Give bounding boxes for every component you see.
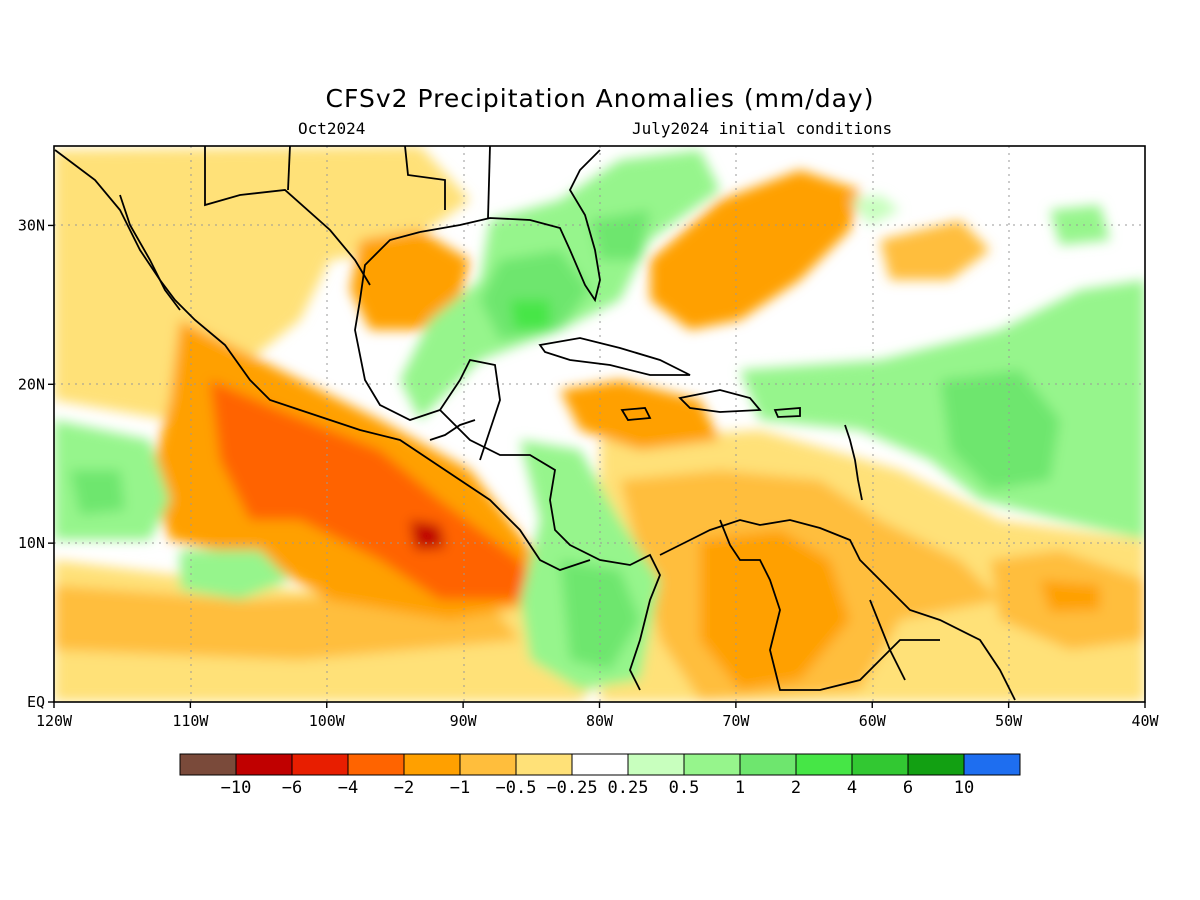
anomaly-area (350, 230, 470, 330)
colorbar-swatch (571, 753, 629, 776)
axis-ticks: 120W 110W 100W 90W 80W 70W 60W 50W 40W EQ 10N 20N 30… (18, 216, 1160, 730)
colorbar-label: 10 (954, 778, 974, 798)
anomaly-area (940, 370, 1060, 490)
colorbar-swatch (907, 753, 965, 776)
x-tick-label: 70W (722, 712, 750, 730)
colorbar-label: −4 (338, 778, 358, 798)
colorbar-swatch (851, 753, 909, 776)
x-tick-label: 120W (36, 712, 73, 730)
colorbar-swatch (627, 753, 685, 776)
x-tick-label: 60W (859, 712, 887, 730)
x-tick-label: 50W (995, 712, 1023, 730)
colorbar-swatch (347, 753, 405, 776)
colorbar-label: 1 (735, 778, 745, 798)
colorbar-swatch (795, 753, 853, 776)
map-title: CFSv2 Precipitation Anomalies (mm/day) (325, 84, 875, 113)
colorbar-label: −1 (450, 778, 470, 798)
initial-conditions-label: July2024 initial conditions (632, 119, 893, 138)
y-tick-label: 20N (18, 375, 45, 393)
colorbar-label: 0.25 (608, 778, 649, 798)
x-tick-label: 90W (450, 712, 478, 730)
y-tick-label: 30N (18, 216, 45, 234)
colorbar-swatch (739, 753, 797, 776)
colorbar-swatch (235, 753, 293, 776)
anomaly-area (54, 146, 470, 420)
anomaly-area (590, 210, 650, 260)
colorbar-swatch (179, 753, 237, 776)
anomaly-field (54, 146, 1145, 702)
anomaly-area (210, 380, 540, 600)
colorbar-label: −0.5 (496, 778, 537, 798)
colorbar-label: −0.25 (546, 778, 597, 798)
x-tick-label: 110W (172, 712, 209, 730)
colorbar-label: −6 (282, 778, 302, 798)
colorbar-swatch (515, 753, 573, 776)
anomaly-area (650, 170, 860, 330)
x-tick-label: 40W (1131, 712, 1159, 730)
anomaly-area (70, 470, 125, 515)
anomaly-area (1040, 580, 1100, 612)
colorbar-swatch (459, 753, 517, 776)
anomaly-area (880, 220, 990, 280)
anomaly-area (700, 530, 850, 690)
anomaly-area (480, 250, 590, 340)
coastlines (54, 146, 1016, 701)
x-tick-label: 80W (586, 712, 614, 730)
anomaly-area (850, 195, 900, 225)
colorbar-label: 2 (791, 778, 801, 798)
colorbar-label: 4 (847, 778, 857, 798)
anomaly-area (510, 300, 550, 330)
colorbar-label: −2 (394, 778, 414, 798)
anomaly-area (1050, 205, 1110, 245)
colorbar-swatch (683, 753, 741, 776)
valid-month-label: Oct2024 (298, 119, 366, 138)
colorbar-swatch (963, 753, 1021, 776)
y-tick-label: 10N (18, 534, 45, 552)
colorbar-swatch (291, 753, 349, 776)
colorbar-swatch (403, 753, 461, 776)
colorbar-label: 6 (903, 778, 913, 798)
colorbar-label: −10 (221, 778, 252, 798)
y-tick-label: EQ (27, 693, 45, 711)
colorbar: −10 −6 −4 −2 −1 −0.5 −0.25 0.25 0.5 1 2 4 6 10 (179, 753, 1021, 798)
anomaly-area (180, 550, 290, 600)
x-tick-label: 100W (309, 712, 346, 730)
colorbar-label: 0.5 (669, 778, 700, 798)
